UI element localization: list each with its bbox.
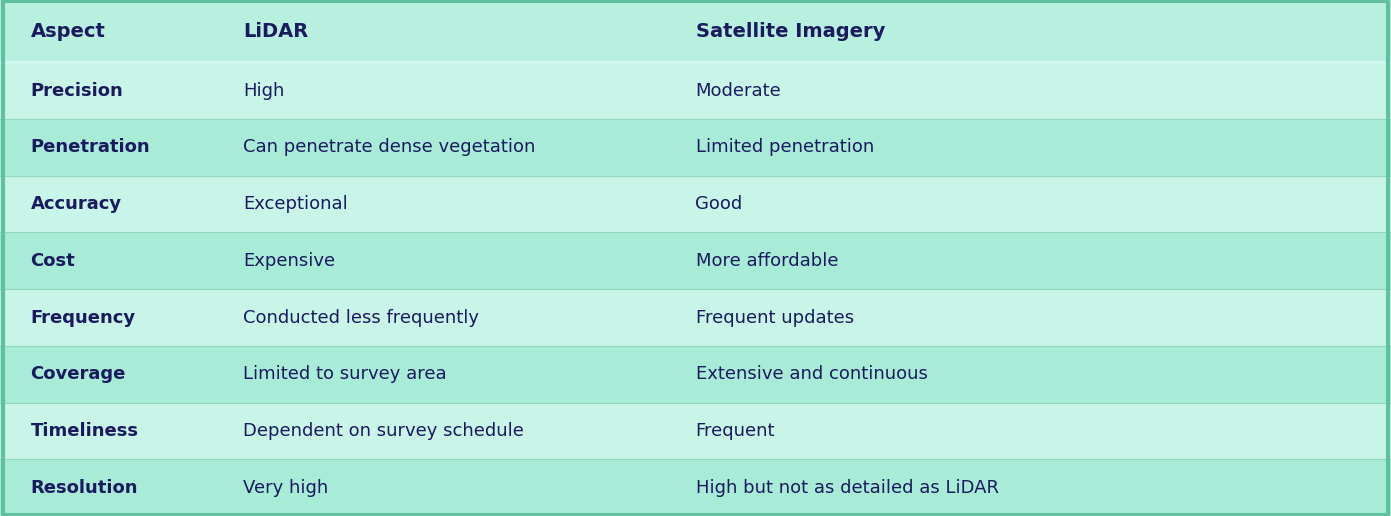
Text: Can penetrate dense vegetation: Can penetrate dense vegetation: [243, 138, 536, 156]
Text: Timeliness: Timeliness: [31, 422, 139, 440]
Text: Accuracy: Accuracy: [31, 195, 122, 213]
Bar: [0, 233, 1391, 289]
Text: Frequency: Frequency: [31, 309, 136, 327]
Text: Exceptional: Exceptional: [243, 195, 348, 213]
Bar: [0, 459, 1391, 516]
Text: Aspect: Aspect: [31, 22, 106, 41]
Bar: [0, 289, 1391, 346]
Bar: [0, 346, 1391, 402]
Text: Good: Good: [696, 195, 743, 213]
Text: Very high: Very high: [243, 479, 328, 496]
Text: Penetration: Penetration: [31, 138, 150, 156]
Text: Satellite Imagery: Satellite Imagery: [696, 22, 885, 41]
Text: Limited penetration: Limited penetration: [696, 138, 874, 156]
Text: Cost: Cost: [31, 252, 75, 270]
Text: Precision: Precision: [31, 82, 124, 100]
Text: Extensive and continuous: Extensive and continuous: [696, 365, 928, 383]
Bar: [0, 62, 1391, 119]
Text: LiDAR: LiDAR: [243, 22, 309, 41]
Text: Frequent: Frequent: [696, 422, 775, 440]
Text: Moderate: Moderate: [696, 82, 782, 100]
Text: More affordable: More affordable: [696, 252, 837, 270]
Bar: [0, 0, 1391, 62]
Bar: [0, 176, 1391, 233]
Text: Frequent updates: Frequent updates: [696, 309, 854, 327]
Text: Dependent on survey schedule: Dependent on survey schedule: [243, 422, 524, 440]
Text: Resolution: Resolution: [31, 479, 138, 496]
Text: Limited to survey area: Limited to survey area: [243, 365, 447, 383]
Bar: [0, 402, 1391, 459]
Text: Conducted less frequently: Conducted less frequently: [243, 309, 480, 327]
Text: High: High: [243, 82, 285, 100]
Bar: [0, 119, 1391, 176]
Text: Coverage: Coverage: [31, 365, 127, 383]
Text: High but not as detailed as LiDAR: High but not as detailed as LiDAR: [696, 479, 999, 496]
Text: Expensive: Expensive: [243, 252, 335, 270]
